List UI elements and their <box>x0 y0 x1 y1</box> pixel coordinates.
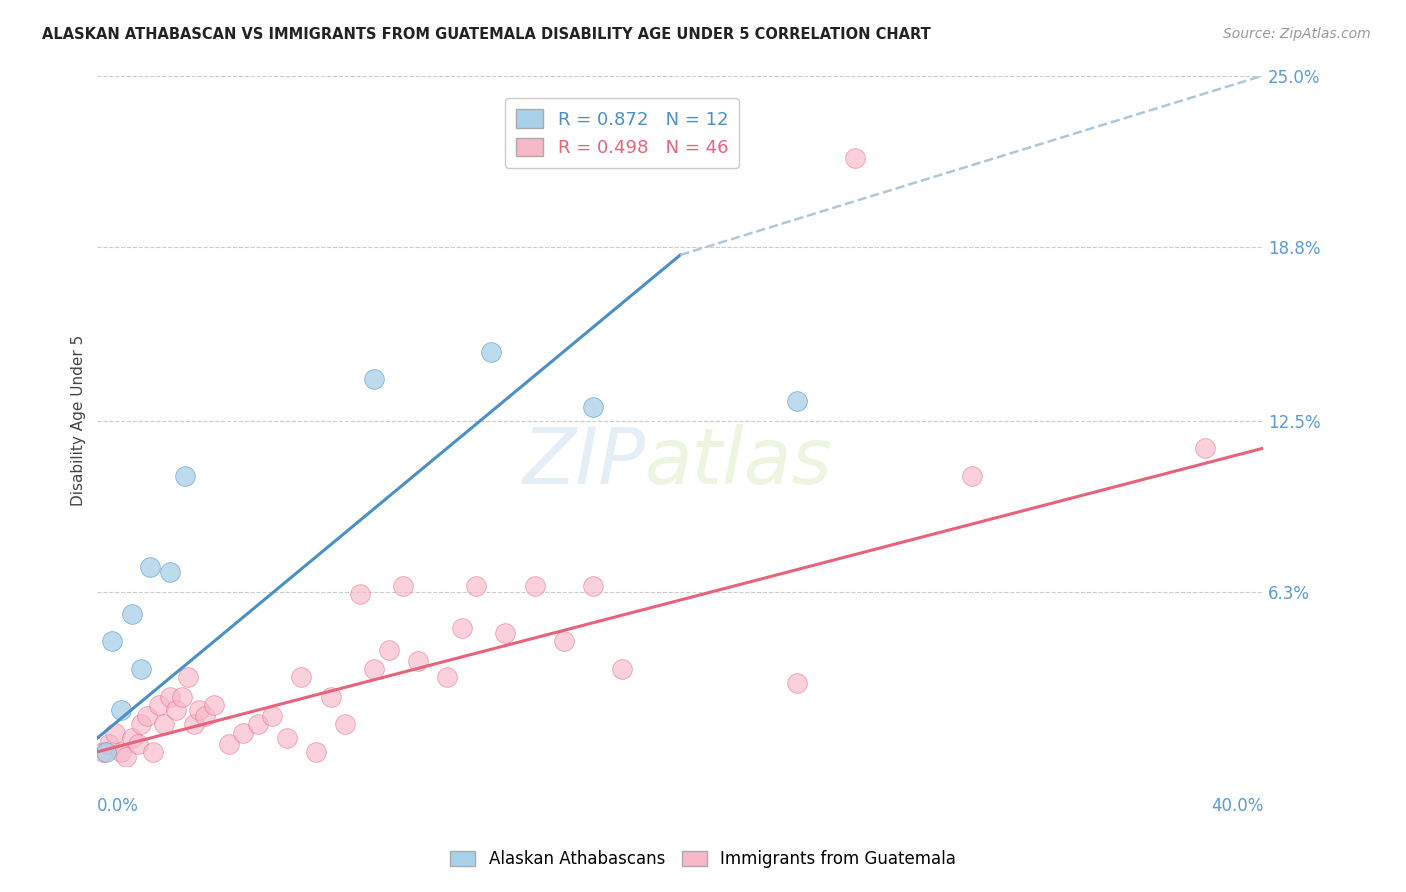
Point <box>115 750 138 764</box>
Point <box>218 737 240 751</box>
Text: atlas: atlas <box>645 424 834 500</box>
Point <box>142 745 165 759</box>
Point <box>786 676 808 690</box>
Point <box>159 566 181 580</box>
Point <box>173 468 195 483</box>
Point <box>290 670 312 684</box>
Point <box>392 579 415 593</box>
Point <box>406 654 429 668</box>
Point <box>194 709 217 723</box>
Point <box>378 642 401 657</box>
Point <box>553 634 575 648</box>
Point <box>494 626 516 640</box>
Point <box>319 690 342 704</box>
Point <box>188 703 211 717</box>
Point <box>960 468 983 483</box>
Point <box>165 703 187 717</box>
Point <box>450 621 472 635</box>
Point <box>363 372 385 386</box>
Point <box>94 745 117 759</box>
Text: 40.0%: 40.0% <box>1211 797 1263 814</box>
Point <box>786 394 808 409</box>
Point <box>101 634 124 648</box>
Point <box>262 709 284 723</box>
Point <box>148 698 170 712</box>
Text: ALASKAN ATHABASCAN VS IMMIGRANTS FROM GUATEMALA DISABILITY AGE UNDER 5 CORRELATI: ALASKAN ATHABASCAN VS IMMIGRANTS FROM GU… <box>42 27 931 42</box>
Point <box>479 344 502 359</box>
Point <box>232 725 254 739</box>
Point <box>110 745 132 759</box>
Legend: R = 0.872   N = 12, R = 0.498   N = 46: R = 0.872 N = 12, R = 0.498 N = 46 <box>505 98 738 168</box>
Point <box>110 703 132 717</box>
Point <box>135 709 157 723</box>
Point <box>129 717 152 731</box>
Point <box>177 670 200 684</box>
Point <box>246 717 269 731</box>
Point <box>129 662 152 676</box>
Point <box>436 670 458 684</box>
Point <box>139 560 162 574</box>
Point <box>104 725 127 739</box>
Point <box>170 690 193 704</box>
Y-axis label: Disability Age Under 5: Disability Age Under 5 <box>72 335 86 507</box>
Point <box>121 607 143 621</box>
Point <box>523 579 546 593</box>
Point <box>610 662 633 676</box>
Point <box>91 745 114 759</box>
Point <box>159 690 181 704</box>
Text: Source: ZipAtlas.com: Source: ZipAtlas.com <box>1223 27 1371 41</box>
Point <box>202 698 225 712</box>
Point <box>1194 441 1216 455</box>
Point <box>844 152 866 166</box>
Point <box>183 717 205 731</box>
Point <box>349 587 371 601</box>
Point <box>121 731 143 745</box>
Point <box>363 662 385 676</box>
Point <box>333 717 356 731</box>
Point <box>276 731 298 745</box>
Point <box>582 400 605 414</box>
Point <box>465 579 488 593</box>
Legend: Alaskan Athabascans, Immigrants from Guatemala: Alaskan Athabascans, Immigrants from Gua… <box>443 844 963 875</box>
Point <box>305 745 328 759</box>
Point <box>153 717 176 731</box>
Point <box>127 737 149 751</box>
Text: 0.0%: 0.0% <box>97 797 139 814</box>
Text: ZIP: ZIP <box>522 424 645 500</box>
Point <box>582 579 605 593</box>
Point <box>98 737 121 751</box>
